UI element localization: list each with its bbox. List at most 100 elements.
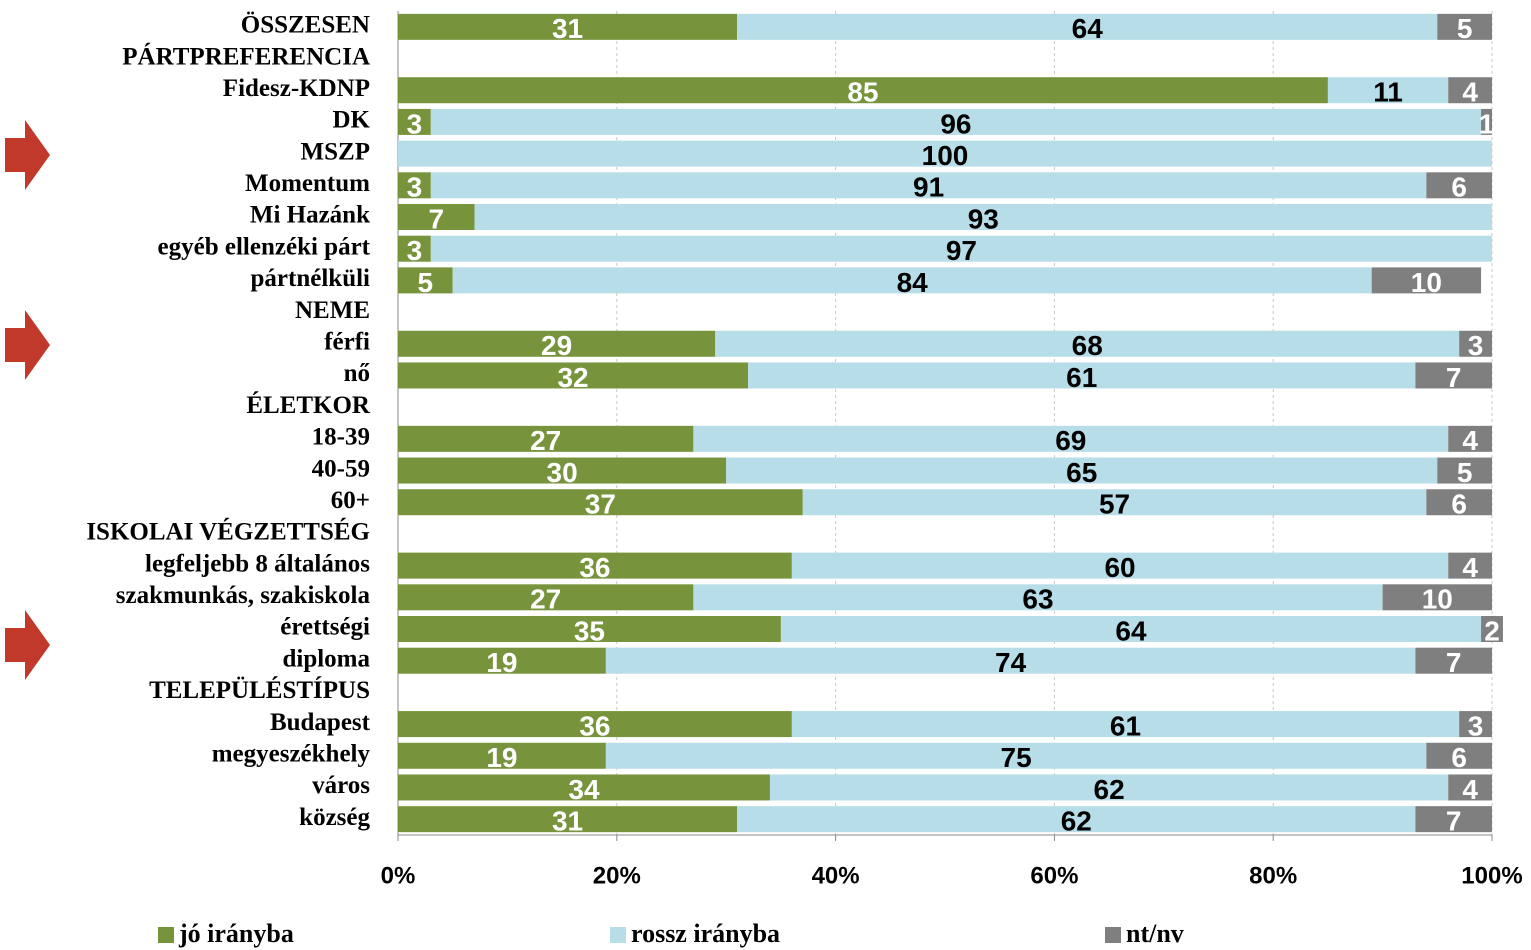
y-tick-label: NEME [295, 297, 370, 324]
bar-segment [398, 235, 431, 262]
value-label: 3 [407, 172, 423, 203]
x-tick-label: 60% [1030, 862, 1078, 889]
x-tick-label: 40% [812, 862, 860, 889]
bar-segment [1437, 13, 1492, 40]
value-label: 1 [1479, 108, 1495, 139]
bar-segment [1437, 457, 1492, 484]
value-label: 5 [1457, 457, 1473, 488]
y-tick-label: ÖSSZESEN [241, 12, 370, 39]
value-label: 30 [547, 457, 578, 488]
value-label: 64 [1072, 13, 1104, 44]
bar-segment [474, 204, 1493, 230]
value-label: 61 [1110, 710, 1141, 741]
value-label: 93 [968, 203, 999, 234]
arrows [5, 120, 50, 680]
y-tick-label: Fidesz-KDNP [223, 75, 370, 102]
bar-segment [605, 742, 1427, 769]
bar-segment [1481, 108, 1492, 135]
bar-segment [693, 425, 1449, 452]
value-label: 57 [1099, 489, 1130, 520]
value-label: 5 [418, 267, 434, 298]
legend-swatch [1105, 927, 1121, 943]
bar-segment [430, 172, 1427, 199]
value-label: 11 [1373, 77, 1403, 108]
x-tick-label: 20% [593, 862, 641, 889]
bar-segment [693, 584, 1383, 611]
bar-segment [398, 140, 1492, 167]
legend-label: jó irányba [178, 919, 294, 948]
y-tick-label: szakmunkás, szakiskola [116, 582, 371, 609]
y-tick-label: város [312, 772, 370, 799]
y-tick-label: nő [344, 360, 370, 387]
value-label: 3 [407, 235, 423, 266]
y-tick-label: ÉLETKOR [246, 391, 371, 419]
y-tick-label: diploma [282, 645, 370, 672]
bar-segment [398, 806, 738, 833]
x-tick-label: 0% [381, 862, 416, 889]
bar-segment [715, 330, 1460, 357]
bar-segment [452, 267, 1372, 294]
y-tick-label: Mi Hazánk [250, 202, 370, 229]
value-label: 34 [568, 774, 600, 805]
bar-segment [1448, 77, 1492, 104]
bar-segment [398, 330, 716, 357]
value-label: 61 [1066, 362, 1097, 393]
bar-segment [780, 616, 1482, 642]
bar-segment [1448, 774, 1492, 801]
bar-segment [398, 711, 792, 738]
bar-segment [737, 13, 1438, 40]
value-label: 29 [541, 330, 572, 361]
y-tick-label: DK [333, 107, 371, 134]
bar-segment [748, 362, 1416, 389]
value-label: 91 [913, 172, 944, 203]
bar-segment [398, 267, 453, 294]
value-label: 65 [1066, 457, 1097, 488]
bar-segment [398, 552, 792, 579]
value-label: 32 [557, 362, 588, 393]
y-tick-label: pártnélküli [251, 265, 371, 292]
value-label: 27 [530, 584, 561, 615]
value-label: 62 [1094, 774, 1125, 805]
value-label: 6 [1451, 489, 1467, 520]
value-label: 35 [574, 615, 605, 646]
value-label: 4 [1462, 425, 1478, 456]
legend-swatch [158, 927, 174, 943]
bar-segment [802, 489, 1427, 516]
bar-segment [398, 172, 431, 199]
y-tick-label: 18-39 [312, 424, 370, 451]
y-tick-label: MSZP [301, 138, 370, 165]
bar-segment [398, 362, 749, 389]
bar-segment [726, 457, 1438, 484]
value-label: 10 [1411, 267, 1442, 298]
value-label: 7 [1446, 362, 1462, 393]
value-label: 97 [946, 235, 977, 266]
bar-segment [791, 552, 1449, 579]
value-label: 5 [1457, 13, 1473, 44]
bar-segment [1448, 552, 1492, 579]
value-label: 4 [1462, 77, 1478, 108]
bar-segment [791, 711, 1460, 738]
bar-segment [1327, 77, 1449, 104]
value-label: 10 [1422, 584, 1453, 615]
value-label: 3 [407, 108, 423, 139]
value-label: 75 [1001, 742, 1032, 773]
y-tick-label: 60+ [331, 487, 370, 514]
value-label: 19 [486, 742, 517, 773]
value-label: 68 [1072, 330, 1103, 361]
bar-segment [398, 584, 694, 611]
value-label: 6 [1451, 742, 1467, 773]
value-label: 2 [1484, 615, 1500, 646]
bar-segment [398, 489, 803, 516]
y-tick-label: legfeljebb 8 általános [145, 550, 370, 577]
y-tick-label: 40-59 [312, 455, 370, 482]
y-tick-label: egyéb ellenzéki párt [158, 233, 371, 260]
x-tick-label: 80% [1249, 862, 1297, 889]
value-label: 3 [1468, 330, 1484, 361]
bar-segment [1382, 584, 1492, 611]
bar-segment [398, 457, 727, 484]
value-label: 6 [1451, 172, 1467, 203]
bar-segment [398, 13, 738, 40]
value-label: 4 [1462, 552, 1478, 583]
bar-segment [430, 108, 1482, 135]
value-label: 31 [552, 806, 583, 837]
